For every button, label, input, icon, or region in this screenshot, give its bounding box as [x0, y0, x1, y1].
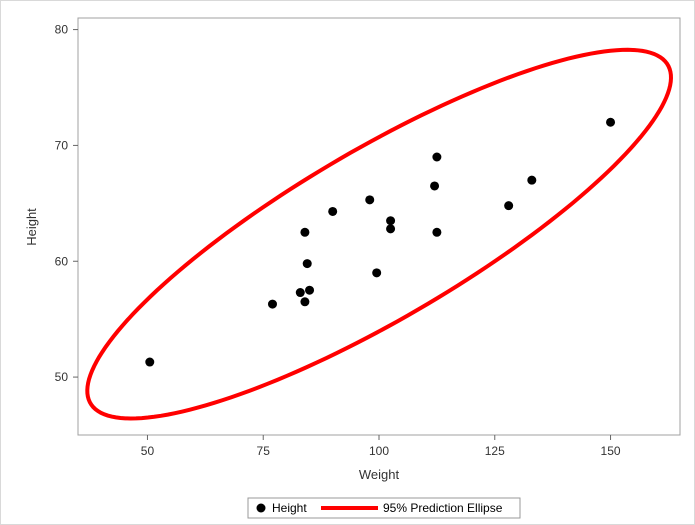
data-point — [504, 201, 514, 211]
data-point — [372, 268, 382, 278]
y-tick-label: 50 — [55, 370, 69, 384]
y-axis: 50 60 70 80 — [55, 23, 78, 384]
x-tick-label: 75 — [257, 444, 271, 458]
y-tick-label: 60 — [55, 254, 69, 268]
prediction-ellipse — [85, 47, 673, 421]
legend-label-height: Height — [272, 501, 307, 515]
legend-label-ellipse: 95% Prediction Ellipse — [383, 501, 503, 515]
legend: Height 95% Prediction Ellipse — [247, 497, 521, 519]
plot-area — [77, 17, 681, 436]
data-point — [328, 206, 338, 216]
data-point — [430, 181, 440, 191]
x-axis: 50 75 100 125 150 — [141, 435, 621, 458]
y-tick-label: 80 — [55, 23, 69, 37]
data-point — [145, 357, 155, 367]
y-axis-label: Height — [24, 208, 39, 246]
x-axis-label: Weight — [359, 467, 400, 482]
x-tick-label: 150 — [601, 444, 621, 458]
data-point — [267, 299, 277, 309]
data-point — [527, 175, 537, 185]
data-point — [300, 227, 310, 237]
y-tick-label: 70 — [55, 138, 69, 152]
x-tick-label: 100 — [369, 444, 389, 458]
data-point — [305, 285, 315, 295]
data-point — [300, 297, 310, 307]
x-tick-label: 50 — [141, 444, 155, 458]
legend-box — [247, 497, 521, 519]
data-point — [302, 259, 312, 269]
data-points — [145, 117, 616, 367]
data-point — [386, 216, 396, 226]
legend-marker-height — [256, 503, 266, 513]
data-point — [606, 117, 616, 127]
data-point — [432, 227, 442, 237]
data-point — [365, 195, 375, 205]
data-point — [432, 152, 442, 162]
x-tick-label: 125 — [485, 444, 505, 458]
data-point — [386, 224, 396, 234]
data-point — [295, 288, 305, 298]
